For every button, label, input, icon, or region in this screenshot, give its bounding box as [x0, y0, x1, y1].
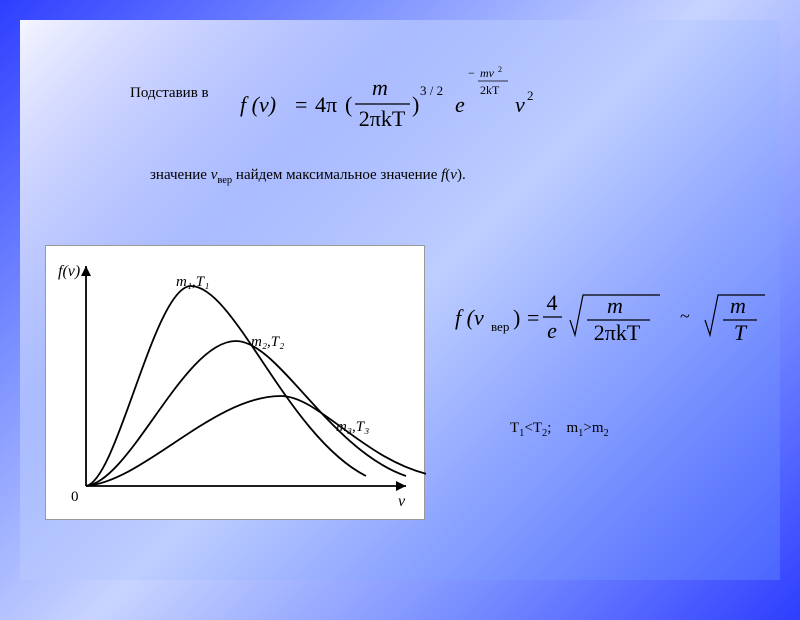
- f2-T: T: [734, 320, 748, 345]
- f2-4: 4: [547, 290, 558, 315]
- t2g: v: [450, 167, 457, 183]
- f2-close: ): [513, 305, 520, 330]
- f1-fv: f (v): [240, 92, 276, 117]
- f2-m2: m: [730, 293, 746, 318]
- t2c: вер: [217, 175, 232, 186]
- middle-text: значение v вер найдем максимальное значен…: [150, 167, 466, 186]
- f1-num: m: [372, 75, 388, 100]
- cc: <T: [524, 420, 542, 436]
- f1-eq: =: [295, 92, 307, 117]
- f1-two: 2: [527, 88, 534, 103]
- ca: T: [510, 420, 519, 436]
- f2-den2: 2πkT: [594, 320, 641, 345]
- f1-exp2num: mv: [480, 66, 495, 80]
- f1-4pi: 4π: [315, 92, 337, 117]
- t2a: значение: [150, 167, 211, 183]
- cg: >m: [583, 420, 603, 436]
- svg-text:m₂,T₂: m₂,T₂: [251, 334, 284, 350]
- f2-e: e: [547, 318, 557, 343]
- f2-fv: f (v: [455, 305, 484, 330]
- f1-den: 2πkT: [359, 106, 406, 131]
- svg-text:m₃,T₃: m₃,T₃: [336, 419, 369, 435]
- f1-v: v: [515, 92, 525, 117]
- t2h: ).: [457, 167, 466, 183]
- f1-exp1: 3 / 2: [420, 83, 443, 98]
- svg-text:−: −: [468, 66, 475, 80]
- f2-eq: =: [527, 305, 539, 330]
- f1-lp: (: [345, 92, 352, 117]
- slide-content: Подставив в f (v) = 4π ( m 2πkT ) 3 / 2 …: [20, 20, 780, 580]
- f2-m1: m: [607, 293, 623, 318]
- svg-text:m₁,T₁: m₁,T₁: [176, 274, 209, 290]
- svg-text:v: v: [398, 493, 406, 510]
- intro-text: Подставив в: [130, 85, 209, 102]
- f1-exp2den: 2kT: [480, 83, 500, 97]
- f1-e: e: [455, 92, 465, 117]
- f1-exp2sq: 2: [498, 65, 502, 74]
- ce: ; m: [547, 420, 578, 436]
- ch: 2: [604, 428, 609, 439]
- svg-text:0: 0: [71, 489, 79, 505]
- condition-text: T1<T2; m1>m2: [510, 420, 609, 439]
- f2-sub: вер: [491, 319, 509, 334]
- formula-result: f (v вер ) = 4 e m 2πkT ~ m T: [455, 280, 775, 355]
- f1-rp: ): [412, 92, 419, 117]
- t2d: найдем максимальное значение: [232, 167, 441, 183]
- f2-tilde: ~: [680, 306, 690, 326]
- graph-svg: f(v) v 0 m₁,T₁ m₂,T₂ m₃,T₃: [46, 246, 426, 521]
- distribution-graph: f(v) v 0 m₁,T₁ m₂,T₂ m₃,T₃: [45, 245, 425, 520]
- svg-text:f(v): f(v): [58, 263, 80, 280]
- formula-main: f (v) = 4π ( m 2πkT ) 3 / 2 e − mv 2 2kT…: [240, 60, 600, 150]
